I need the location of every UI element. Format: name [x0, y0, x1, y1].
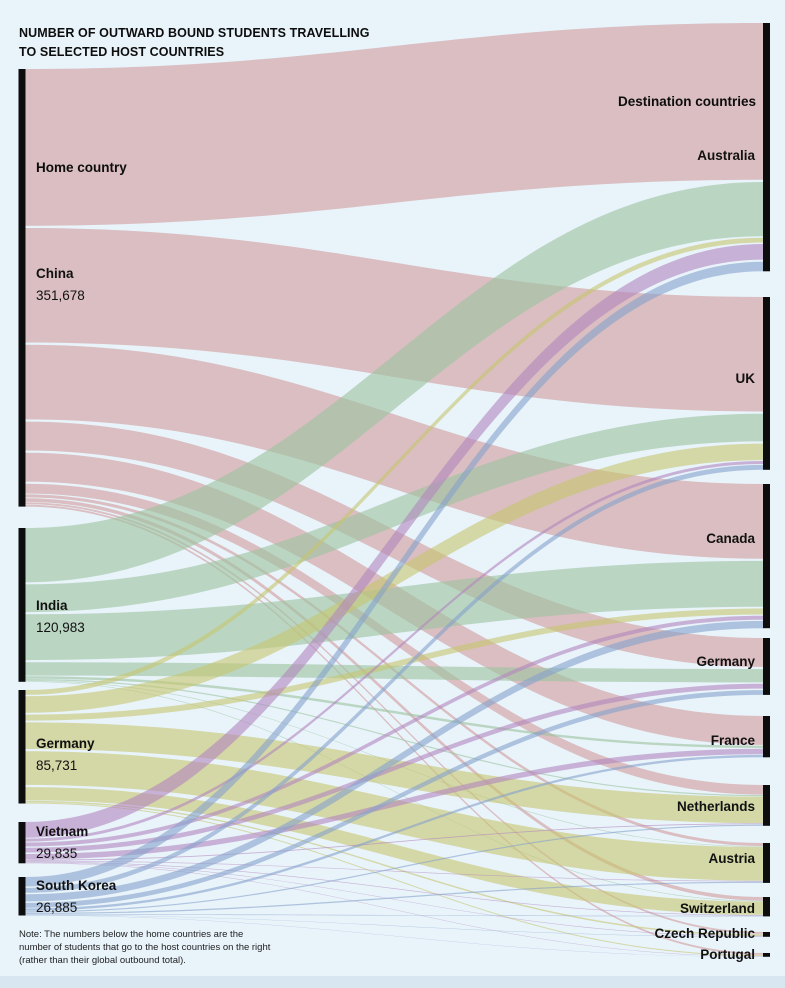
node-bar-home-china [18, 69, 26, 507]
flow-vietnam-to-germany [25, 683, 763, 853]
flow-india-to-switzerland [25, 681, 763, 902]
flow-germany-to-austria [25, 751, 763, 881]
node-label-home-china: China [36, 266, 74, 281]
flow-germany-to-canada [25, 608, 763, 721]
node-value-home-germany: 85,731 [36, 758, 77, 773]
node-value-home-china: 351,678 [36, 288, 85, 303]
node-bar-dest-switzerland [763, 897, 770, 917]
flow-south-korea-to-canada [25, 620, 763, 902]
node-bar-dest-france [763, 716, 770, 758]
footnote-line2: number of students that go to the host c… [19, 942, 271, 953]
bottom-edge-strip [0, 976, 785, 988]
flow-china-to-canada [25, 344, 763, 559]
footnote-line3: (rather than their global outbound total… [19, 955, 186, 966]
node-bar-home-south-korea [18, 877, 26, 916]
flow-south-korea-to-australia [25, 261, 763, 887]
flow-china-to-switzerland [25, 498, 763, 901]
node-label-dest-austria: Austria [708, 851, 755, 866]
flow-south-korea-to-germany [25, 690, 763, 908]
node-bar-home-india [18, 528, 26, 682]
footnote: Note: The numbers below the home countri… [19, 928, 270, 967]
node-label-dest-canada: Canada [706, 531, 755, 546]
node-label-dest-switzerland: Switzerland [680, 901, 755, 916]
flow-south-korea-to-switzerland [25, 914, 763, 917]
flow-south-korea-to-france [25, 754, 763, 911]
node-label-dest-germany: Germany [696, 654, 755, 669]
node-bar-home-vietnam [18, 822, 26, 864]
flow-china-to-uk [25, 228, 763, 412]
flow-south-korea-to-netherlands [25, 824, 763, 913]
flow-vietnam-to-australia [25, 244, 763, 838]
footnote-line1: Note: The numbers below the home countri… [19, 929, 244, 940]
flow-vietnam-to-portugal [25, 862, 763, 957]
node-label-dest-portugal: Portugal [700, 947, 755, 962]
node-value-home-south-korea: 26,885 [36, 900, 77, 915]
node-bar-dest-canada [763, 484, 770, 629]
node-bar-dest-austria [763, 843, 770, 883]
home-country-header: Home country [36, 160, 127, 175]
chart-title-line1: NUMBER OF OUTWARD BOUND STUDENTS TRAVELL… [19, 26, 370, 40]
node-label-dest-czech-republic: Czech Republic [654, 926, 755, 941]
flow-germany-to-australia [25, 237, 763, 695]
flow-vietnam-to-austria [25, 860, 763, 882]
node-label-dest-netherlands: Netherlands [677, 799, 755, 814]
flow-south-korea-to-austria [25, 881, 763, 914]
flow-india-to-uk [25, 413, 763, 613]
flow-china-to-australia [25, 23, 763, 226]
flow-vietnam-to-uk [25, 461, 763, 842]
node-label-dest-uk: UK [736, 371, 756, 386]
flow-vietnam-to-czech-republic [25, 862, 763, 937]
node-label-dest-france: France [711, 733, 756, 748]
chart-title: NUMBER OF OUTWARD BOUND STUDENTS TRAVELL… [19, 24, 370, 62]
node-bar-dest-portugal [763, 953, 770, 957]
node-bar-dest-netherlands [763, 785, 770, 826]
flow-vietnam-to-netherlands [25, 823, 763, 861]
destination-countries-header: Destination countries [617, 94, 756, 109]
flow-south-korea-to-portugal [25, 915, 763, 957]
node-bar-dest-uk [763, 297, 770, 470]
flow-india-to-france [25, 676, 763, 748]
flow-germany-to-portugal [25, 802, 763, 957]
node-label-dest-australia: Australia [697, 148, 755, 163]
node-label-home-south-korea: South Korea [36, 878, 117, 893]
flow-south-korea-to-uk [25, 464, 763, 893]
flow-vietnam-to-canada [25, 615, 763, 847]
node-value-home-vietnam: 29,835 [36, 846, 77, 861]
chart-title-line2: TO SELECTED HOST COUNTRIES [19, 45, 225, 59]
flow-china-to-netherlands [25, 483, 763, 795]
node-label-home-germany: Germany [36, 736, 95, 751]
flow-vietnam-to-switzerland [25, 861, 763, 916]
node-value-home-india: 120,983 [36, 620, 85, 635]
node-bar-dest-czech-republic [763, 932, 770, 937]
flow-south-korea-to-czech-republic [25, 914, 763, 937]
flow-india-to-netherlands [25, 679, 763, 797]
flow-vietnam-to-france [25, 748, 763, 860]
node-bar-home-germany [18, 690, 26, 804]
flow-germany-to-switzerland [25, 787, 763, 915]
node-label-home-vietnam: Vietnam [36, 824, 88, 839]
node-label-home-india: India [36, 598, 68, 613]
node-bar-dest-germany [763, 638, 770, 695]
flow-china-to-czech-republic [25, 502, 763, 934]
node-bar-dest-australia [763, 23, 770, 272]
flow-india-to-australia [25, 182, 763, 583]
